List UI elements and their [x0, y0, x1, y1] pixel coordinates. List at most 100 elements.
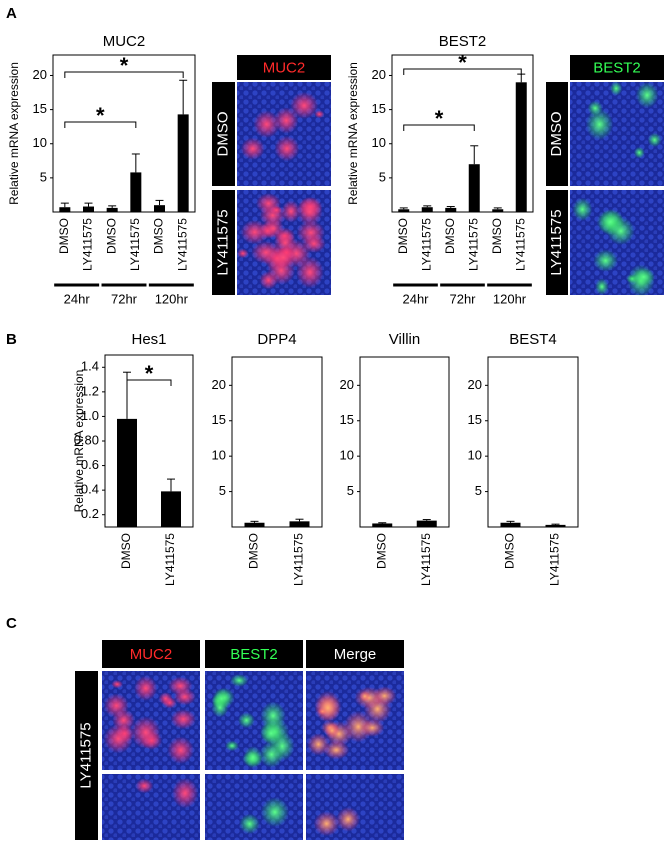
image-header: [306, 640, 404, 668]
plot-frame: [391, 54, 534, 213]
stained-cell: [587, 100, 603, 116]
significance-mark: *: [458, 50, 467, 75]
y-tick-label: 10: [340, 448, 354, 463]
error-bar: [517, 73, 526, 83]
x-tick-label: LY411575: [419, 218, 433, 271]
error-bar: [155, 199, 164, 206]
y-tick-label: 15: [212, 412, 226, 427]
chart-title: BEST4: [509, 331, 557, 348]
group-label: 120hr: [493, 291, 527, 306]
micrograph: [306, 774, 404, 840]
y-tick-label: 15: [468, 412, 482, 427]
group-label: 24hr: [402, 291, 429, 306]
error-bar: [131, 153, 140, 173]
stained-cell: [237, 712, 255, 729]
bar: [244, 522, 265, 527]
y-tick-label: 10: [468, 448, 482, 463]
x-tick-label: DMSO: [490, 218, 504, 254]
stained-cell: [135, 778, 154, 794]
error-bar: [506, 520, 515, 523]
stained-cell: [211, 697, 229, 718]
error-bar: [167, 478, 175, 492]
stained-cell: [609, 81, 623, 96]
group-label: 72hr: [449, 291, 476, 306]
y-axis-label: Relative mRNA expression: [7, 62, 21, 205]
image-header-label: Merge: [334, 646, 377, 663]
y-tick-label: 1.2: [81, 383, 99, 398]
stained-cell: [296, 256, 324, 289]
stained-cell: [313, 811, 340, 837]
group-label: 120hr: [155, 291, 189, 306]
error-bar: [378, 522, 387, 524]
stained-cell: [593, 249, 618, 272]
significance-mark: *: [435, 106, 444, 131]
bar: [154, 205, 165, 212]
y-tick-label: 20: [33, 67, 47, 82]
plot-frame: [52, 54, 196, 213]
chart-title: Hes1: [131, 331, 166, 348]
stained-cell: [289, 91, 319, 120]
y-tick-label: 10: [372, 135, 386, 150]
x-tick-label: LY411575: [163, 533, 177, 586]
y-tick-label: 10: [33, 135, 47, 150]
y-tick-label: 0.2: [81, 506, 99, 521]
stained-cell: [237, 248, 249, 259]
x-tick-label: DMSO: [503, 533, 517, 569]
stained-cell: [239, 813, 260, 835]
bar: [289, 521, 310, 527]
stained-cell: [134, 675, 158, 701]
x-tick-label: LY411575: [81, 218, 95, 271]
stained-cell: [167, 736, 194, 765]
stained-cell: [111, 680, 123, 689]
stained-cell: [230, 674, 249, 687]
bar: [106, 207, 118, 212]
bar: [59, 207, 71, 212]
micrograph: [306, 671, 404, 770]
micrograph: [102, 671, 200, 770]
stained-cell: [314, 110, 325, 119]
chart-title: DPP4: [257, 331, 296, 348]
stained-cell: [170, 709, 197, 730]
image-header: [237, 55, 331, 80]
stained-cell: [572, 197, 593, 221]
image-side-header: [212, 82, 235, 186]
y-tick-label: 5: [379, 169, 386, 184]
stained-cell: [255, 193, 282, 214]
error-bar: [422, 519, 431, 521]
micrograph: [205, 671, 303, 770]
significance-bracket: [403, 124, 475, 131]
panel-label: A: [6, 5, 17, 22]
stained-cell: [635, 82, 659, 109]
stained-cell: [259, 741, 284, 768]
panel-label: C: [6, 615, 17, 632]
micrograph: [205, 774, 303, 840]
micrograph-background: [237, 82, 331, 186]
stained-cell: [632, 267, 655, 287]
plot-frame: [231, 356, 323, 528]
error-bar: [60, 202, 69, 208]
stained-cell: [323, 740, 350, 760]
significance-mark: *: [145, 361, 154, 386]
stained-cell: [260, 797, 290, 828]
y-tick-label: 1.0: [81, 408, 99, 423]
image-header-label: BEST2: [593, 59, 641, 76]
micrograph: [102, 774, 200, 840]
stained-cell: [243, 746, 263, 769]
image-side-header: [212, 190, 235, 295]
micrograph: [237, 190, 331, 295]
stained-cell: [130, 716, 161, 749]
image-header: [205, 640, 303, 668]
stained-cell: [360, 718, 385, 737]
y-tick-label: 20: [468, 377, 482, 392]
x-tick-label: LY411575: [419, 533, 433, 586]
group-label: 72hr: [111, 291, 138, 306]
stained-cell: [302, 234, 326, 253]
image-side-label: DMSO: [214, 112, 231, 157]
bar: [421, 207, 433, 212]
x-tick-label: LY411575: [548, 533, 562, 586]
y-tick-label: 15: [372, 101, 386, 116]
stained-cell: [103, 724, 133, 754]
error-bar: [295, 518, 304, 522]
y-tick-label: 20: [212, 377, 226, 392]
error-bar: [123, 371, 131, 419]
